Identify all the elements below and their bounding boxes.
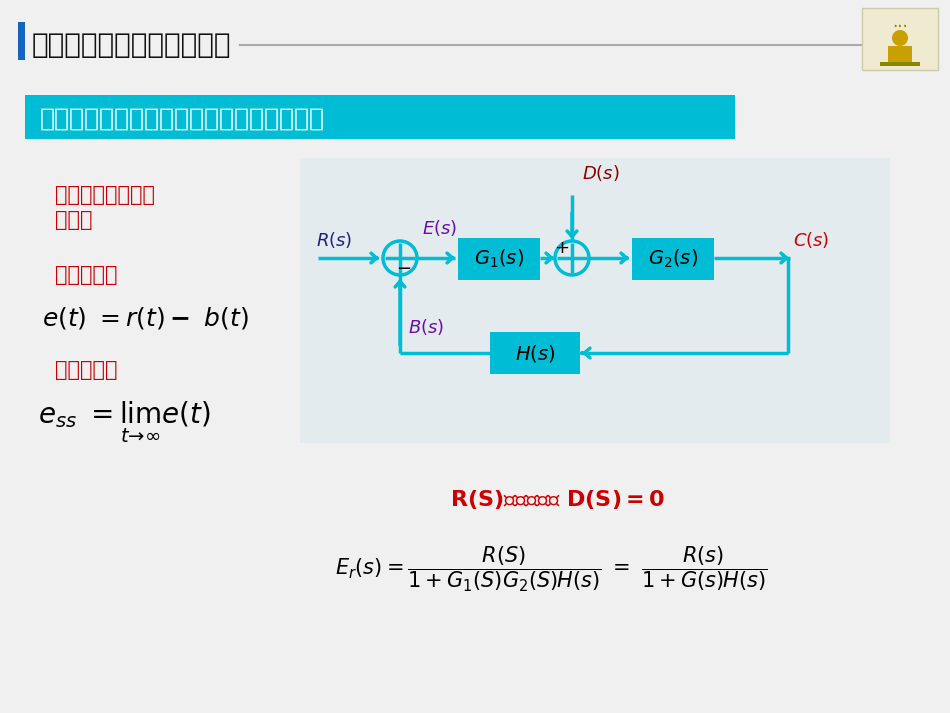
Text: $G_1(s)$: $G_1(s)$	[474, 248, 524, 270]
Text: ...: ...	[892, 13, 908, 31]
Text: $R(s)$: $R(s)$	[316, 230, 352, 250]
Text: $e(t)\ =r(t){\bf -}\ b(t)$: $e(t)\ =r(t){\bf -}\ b(t)$	[42, 305, 249, 331]
Bar	[880, 62, 920, 66]
Bar	[490, 332, 580, 374]
Text: $E_r(s) = \dfrac{R(S)}{1 + G_1(S)G_2(S)H(s)}\ =\ \dfrac{R(s)}{1 + G(s)H(s)}$: $E_r(s) = \dfrac{R(S)}{1 + G_1(S)G_2(S)H…	[335, 545, 768, 594]
Text: $+$: $+$	[555, 239, 570, 257]
Bar	[888, 46, 912, 64]
Text: 给定信号作用下的稳态误差: 给定信号作用下的稳态误差	[32, 31, 232, 59]
Text: 系统误差：: 系统误差：	[55, 265, 118, 285]
Text: 控制系统的典型结: 控制系统的典型结	[55, 185, 155, 205]
Text: $G_2(s)$: $G_2(s)$	[648, 248, 698, 270]
Text: 稳态误差：: 稳态误差：	[55, 360, 118, 380]
Bar	[458, 238, 540, 280]
Bar	[632, 238, 714, 280]
Text: $H(s)$: $H(s)$	[515, 342, 555, 364]
Text: $B(s)$: $B(s)$	[408, 317, 445, 337]
Text: $e_{ss}\ =\lim_{t\to\infty}e(t)$: $e_{ss}\ =\lim_{t\to\infty}e(t)$	[38, 400, 211, 445]
Bar	[18, 22, 25, 60]
Text: 构为：: 构为：	[55, 210, 92, 230]
Text: $C(s)$: $C(s)$	[793, 230, 829, 250]
Text: $D(s)$: $D(s)$	[582, 163, 619, 183]
Circle shape	[892, 30, 908, 46]
Bar	[300, 158, 890, 443]
Text: $E(s)$: $E(s)$	[422, 218, 457, 238]
Bar	[862, 8, 938, 70]
Bar	[25, 95, 735, 139]
Text: $-$: $-$	[396, 258, 411, 276]
Text: $\bf{R(S)}$$\bf{ 作用时，设\ D(S)=0}$: $\bf{R(S)}$$\bf{ 作用时，设\ D(S)=0}$	[450, 488, 665, 511]
Text: 一、给定信号作用下的稳态误差及误差系数: 一、给定信号作用下的稳态误差及误差系数	[40, 107, 325, 131]
